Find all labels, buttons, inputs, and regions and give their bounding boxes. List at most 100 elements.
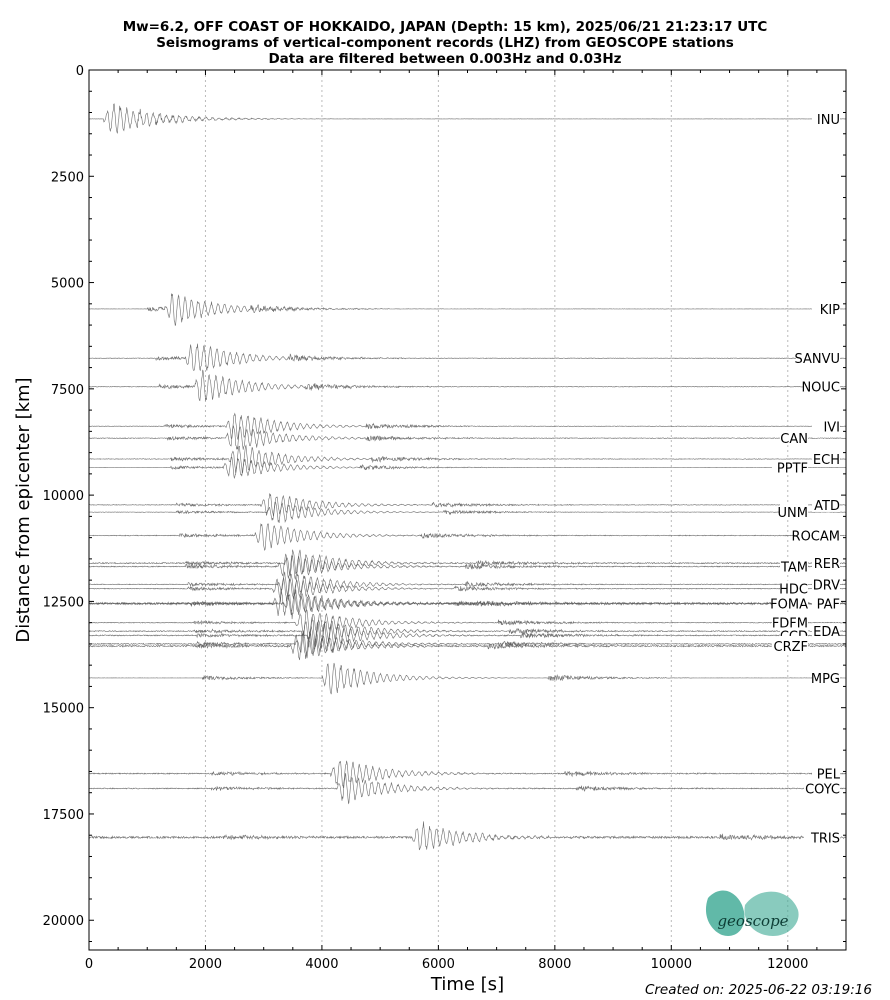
station-label-bg	[812, 669, 840, 685]
station-label: TRIS	[810, 831, 840, 846]
seismogram-trace	[88, 493, 847, 517]
station-label-bg	[812, 765, 840, 781]
seismogram-trace	[88, 293, 846, 326]
station-label: INU	[817, 113, 840, 128]
station-label: UNM	[778, 506, 808, 521]
x-tick-label: 8000	[538, 957, 571, 972]
y-axis: 0 2500 5000 7500 10000 12500 15000 17500 20000	[43, 64, 846, 942]
y-tick-label: 2500	[51, 170, 84, 185]
station-label: ROCAM	[792, 530, 840, 545]
logo-globe-left	[705, 890, 745, 936]
seismogram-trace	[88, 369, 847, 402]
station-label: TAM	[780, 561, 808, 576]
seismogram-trace	[88, 609, 846, 638]
station-label: PAF	[817, 598, 840, 613]
station-label: IVI	[823, 420, 840, 435]
station-label-bg	[812, 110, 840, 126]
y-tick-label: 17500	[43, 808, 84, 823]
station-label-bg	[780, 558, 808, 574]
station-label-bg	[796, 527, 840, 543]
chart-title: Mw=6.2, OFF COAST OF HOKKAIDO, JAPAN (De…	[123, 19, 768, 67]
station-label: ATD	[814, 499, 840, 514]
y-tick-label: 12500	[43, 595, 84, 610]
station-label-bg	[812, 576, 840, 592]
seismogram-trace	[88, 571, 847, 597]
seismogram-trace	[88, 616, 847, 648]
station-label-bg	[804, 378, 840, 394]
station-label: RER	[814, 557, 840, 572]
seismogram-trace	[89, 456, 847, 480]
logo-globe-right	[744, 891, 799, 936]
station-label: CRZF	[774, 640, 809, 655]
created-timestamp: Created on: 2025-06-22 03:19:16	[644, 982, 872, 998]
seismogram-trace	[88, 622, 847, 650]
y-tick-label: 7500	[51, 383, 84, 398]
seismogram-trace	[88, 633, 847, 661]
station-label: NOUC	[801, 381, 840, 396]
seismogram-trace	[88, 821, 847, 851]
station-label: PPTF	[777, 461, 808, 476]
station-label-bg	[812, 450, 840, 466]
seismogram-trace	[89, 343, 847, 372]
seismogram-trace	[88, 576, 847, 603]
station-label-bg	[812, 623, 840, 639]
y-axis-label: Distance from epicenter [km]	[13, 377, 34, 642]
station-label-bg	[812, 300, 840, 316]
title-line-3: Data are filtered between 0.003Hz and 0.…	[268, 51, 621, 67]
y-tick-label: 0	[76, 64, 84, 79]
station-label: SANVU	[794, 352, 840, 367]
station-label-bg	[772, 595, 808, 611]
station-label-bg	[780, 504, 808, 520]
plot-frame	[88, 69, 847, 951]
seismogram-trace	[88, 549, 847, 576]
y-tick-label: 10000	[43, 489, 84, 504]
seismogram-trace	[88, 444, 847, 474]
seismogram-trace	[88, 553, 847, 581]
x-tick-label: 0	[85, 957, 93, 972]
seismogram-traces	[88, 103, 847, 851]
seismogram-trace	[89, 588, 847, 617]
seismogram-trace	[88, 425, 847, 450]
station-label: ECH	[813, 453, 840, 468]
station-label-bg	[812, 496, 840, 512]
station-label-bg	[812, 595, 840, 611]
station-label: PEL	[817, 768, 841, 783]
seismogram-trace	[88, 662, 846, 695]
station-label-bg	[804, 780, 840, 796]
y-tick-label: 15000	[43, 702, 84, 717]
station-label: EDA	[813, 625, 840, 640]
station-label: COYC	[805, 782, 840, 797]
station-label: CAN	[780, 432, 808, 447]
station-label: FOMA	[770, 598, 808, 613]
station-label-bg	[780, 580, 808, 596]
seismogram-trace	[88, 760, 847, 788]
station-label-bg	[772, 638, 808, 654]
station-label-bg	[780, 430, 808, 446]
station-label-bg	[804, 829, 840, 845]
x-axis: 0 2000 4000 6000 8000 10000 12000	[85, 70, 818, 972]
seismogram-trace	[88, 103, 847, 134]
y-tick-label: 5000	[51, 277, 84, 292]
station-label-bg	[812, 418, 840, 434]
station-labels: INU KIP SANVU NOUC IVI CAN ECH PPTF ATD UNM ROCAM R…	[770, 110, 841, 846]
station-label: DRV	[813, 578, 840, 593]
station-label-bg	[796, 350, 840, 366]
seismogram-trace	[88, 501, 847, 524]
x-tick-label: 4000	[305, 957, 338, 972]
station-label-bg	[772, 614, 808, 630]
x-axis-label: Time [s]	[430, 974, 504, 995]
station-label-bg	[812, 555, 840, 571]
station-label: MPG	[811, 672, 840, 687]
title-line-1: Mw=6.2, OFF COAST OF HOKKAIDO, JAPAN (De…	[123, 19, 768, 35]
y-tick-label: 20000	[43, 914, 84, 929]
logo-text: geoscope	[717, 912, 788, 930]
x-tick-label: 12000	[767, 957, 808, 972]
x-tick-label: 2000	[189, 957, 222, 972]
station-label: KIP	[820, 303, 840, 318]
seismogram-trace	[88, 523, 847, 551]
x-tick-label: 10000	[651, 957, 692, 972]
seismogram-trace	[88, 773, 847, 805]
title-line-2: Seismograms of vertical-component record…	[156, 35, 734, 51]
seismogram-trace	[88, 412, 847, 440]
